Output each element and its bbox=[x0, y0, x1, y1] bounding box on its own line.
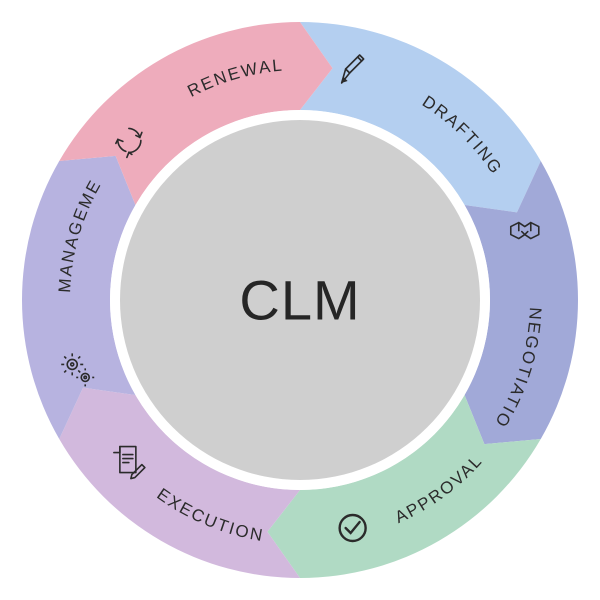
clm-cycle-diagram: DRAFTING NEGOTIATION APPROVAL EXECUTION … bbox=[0, 0, 600, 600]
center-label: CLM bbox=[239, 268, 360, 333]
